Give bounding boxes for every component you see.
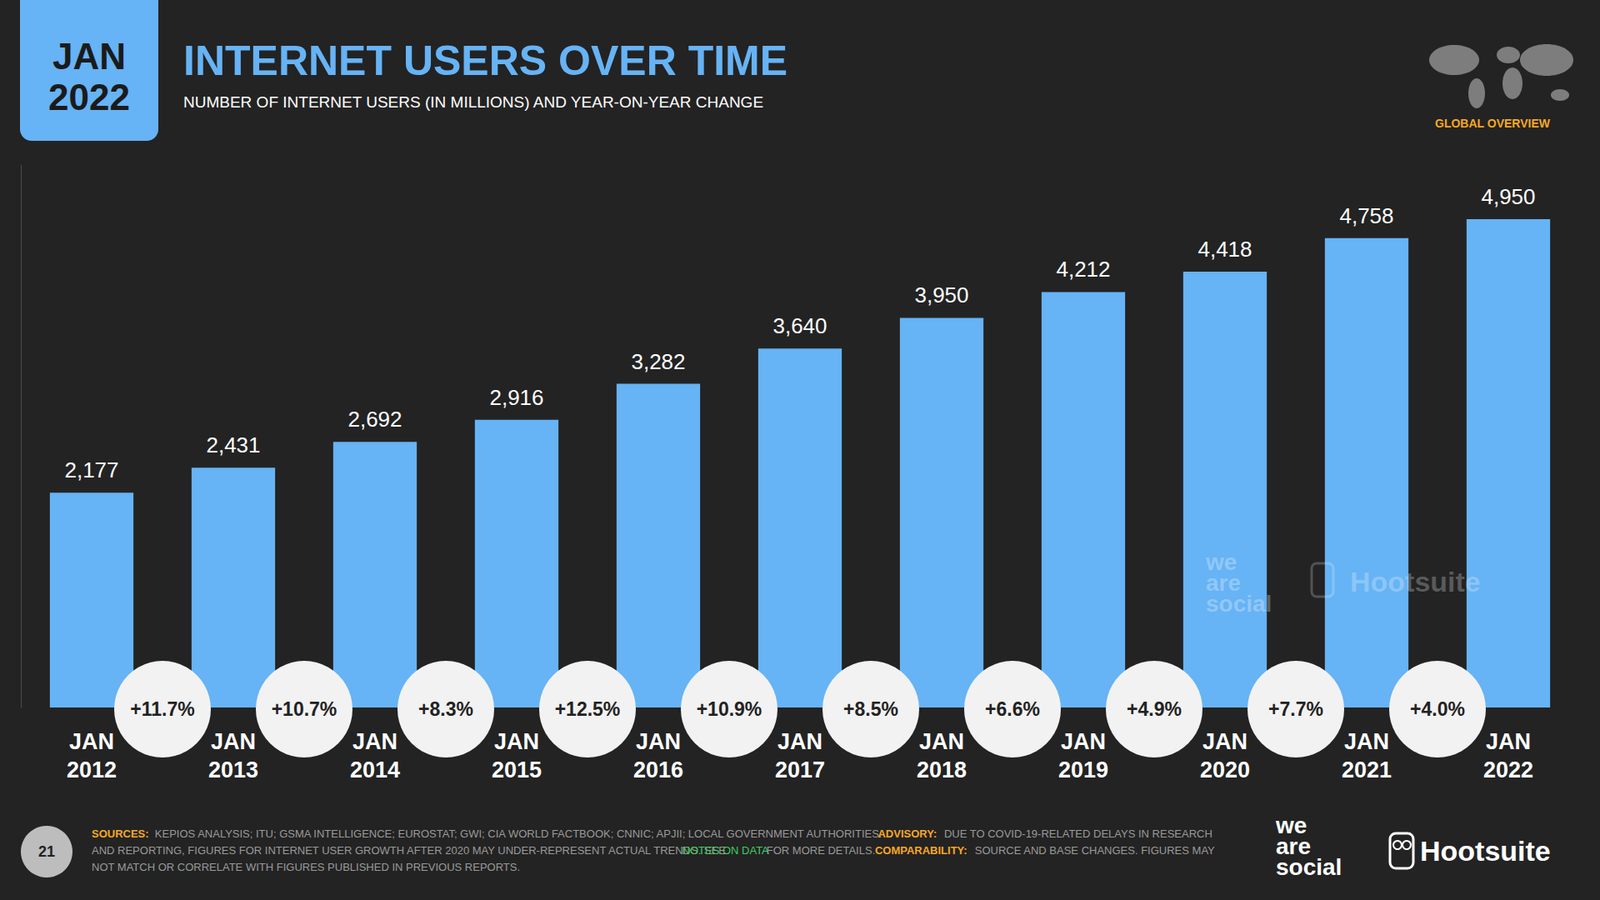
- svg-text:AND REPORTING, FIGURES FOR INT: AND REPORTING, FIGURES FOR INTERNET USER…: [91, 844, 726, 857]
- svg-text:JAN: JAN: [1202, 729, 1248, 755]
- svg-text:2015: 2015: [491, 757, 542, 783]
- svg-text:+8.3%: +8.3%: [418, 698, 474, 720]
- svg-text:NUMBER OF INTERNET USERS (IN M: NUMBER OF INTERNET USERS (IN MILLIONS) A…: [183, 93, 764, 111]
- svg-text:2021: 2021: [1341, 757, 1392, 783]
- svg-text:4,950: 4,950: [1480, 184, 1535, 210]
- svg-text:3,282: 3,282: [630, 349, 685, 375]
- svg-text:4,758: 4,758: [1339, 203, 1394, 229]
- svg-text:2012: 2012: [66, 757, 117, 783]
- svg-text:JAN: JAN: [494, 729, 540, 755]
- svg-text:JAN: JAN: [69, 729, 115, 755]
- svg-text:2,431: 2,431: [205, 432, 260, 458]
- svg-text:GLOBAL OVERVIEW: GLOBAL OVERVIEW: [1435, 116, 1551, 130]
- svg-text:ADVISORY:: ADVISORY:: [877, 827, 937, 840]
- svg-text:+10.9%: +10.9%: [696, 698, 763, 720]
- svg-text:2019: 2019: [1058, 757, 1109, 783]
- svg-text:COMPARABILITY:: COMPARABILITY:: [875, 844, 968, 857]
- svg-text:JAN: JAN: [210, 729, 256, 755]
- svg-text:+4.0%: +4.0%: [1410, 698, 1465, 720]
- svg-text:21: 21: [38, 843, 55, 860]
- svg-text:+12.5%: +12.5%: [555, 698, 621, 720]
- svg-text:are: are: [1275, 833, 1311, 860]
- svg-text:2022: 2022: [48, 76, 130, 118]
- svg-text:we: we: [1205, 549, 1237, 575]
- svg-text:social: social: [1275, 854, 1342, 880]
- svg-text:KEPIOS ANALYSIS; ITU; GSMA INT: KEPIOS ANALYSIS; ITU; GSMA INTELLIGENCE;…: [155, 827, 883, 840]
- svg-text:+4.9%: +4.9%: [1126, 698, 1182, 720]
- svg-text:Hootsuite: Hootsuite: [1420, 835, 1551, 867]
- svg-text:2017: 2017: [775, 757, 825, 783]
- svg-text:SOURCE AND BASE CHANGES. FIGUR: SOURCE AND BASE CHANGES. FIGURES MAY: [975, 844, 1218, 857]
- svg-text:JAN: JAN: [1485, 729, 1531, 755]
- svg-text:+6.6%: +6.6%: [985, 698, 1040, 720]
- svg-text:DUE TO COVID-19-RELATED DELAYS: DUE TO COVID-19-RELATED DELAYS IN RESEAR…: [944, 827, 1216, 840]
- svg-text:2,916: 2,916: [489, 385, 544, 410]
- svg-text:we: we: [1275, 812, 1307, 839]
- svg-text:2013: 2013: [208, 757, 259, 783]
- svg-text:2016: 2016: [633, 757, 684, 783]
- svg-text:2022: 2022: [1483, 757, 1534, 783]
- svg-text:2,177: 2,177: [64, 457, 119, 483]
- svg-text:+7.7%: +7.7%: [1268, 698, 1324, 720]
- svg-text:are: are: [1205, 570, 1241, 596]
- svg-text:2014: 2014: [350, 757, 400, 783]
- svg-text:3,640: 3,640: [772, 313, 827, 339]
- svg-text:JAN: JAN: [919, 729, 965, 755]
- svg-text:JAN: JAN: [777, 729, 823, 755]
- svg-text:NOTES ON DATA: NOTES ON DATA: [682, 844, 770, 857]
- svg-text:+10.7%: +10.7%: [271, 698, 338, 720]
- svg-text:social: social: [1205, 590, 1272, 617]
- svg-text:2018: 2018: [916, 757, 967, 783]
- svg-text:FOR MORE DETAILS.: FOR MORE DETAILS.: [766, 844, 876, 857]
- svg-text:2020: 2020: [1200, 757, 1250, 783]
- svg-text:4,418: 4,418: [1197, 236, 1252, 262]
- svg-text:NOT MATCH OR CORRELATE WITH FI: NOT MATCH OR CORRELATE WITH FIGURES PUBL…: [91, 860, 520, 874]
- svg-text:+11.7%: +11.7%: [130, 698, 195, 720]
- svg-text:2,692: 2,692: [347, 406, 402, 432]
- svg-text:4,212: 4,212: [1055, 256, 1110, 282]
- svg-text:+8.5%: +8.5%: [843, 698, 899, 720]
- svg-text:JAN: JAN: [1060, 729, 1106, 755]
- svg-text:JAN: JAN: [1344, 729, 1390, 755]
- svg-text:JAN: JAN: [635, 729, 681, 755]
- svg-text:Hootsuite: Hootsuite: [1350, 565, 1481, 598]
- svg-text:SOURCES:: SOURCES:: [91, 827, 150, 840]
- svg-text:JAN: JAN: [52, 35, 126, 77]
- svg-text:INTERNET USERS OVER TIME: INTERNET USERS OVER TIME: [183, 37, 788, 85]
- svg-text:JAN: JAN: [352, 729, 398, 755]
- svg-text:3,950: 3,950: [914, 282, 969, 308]
